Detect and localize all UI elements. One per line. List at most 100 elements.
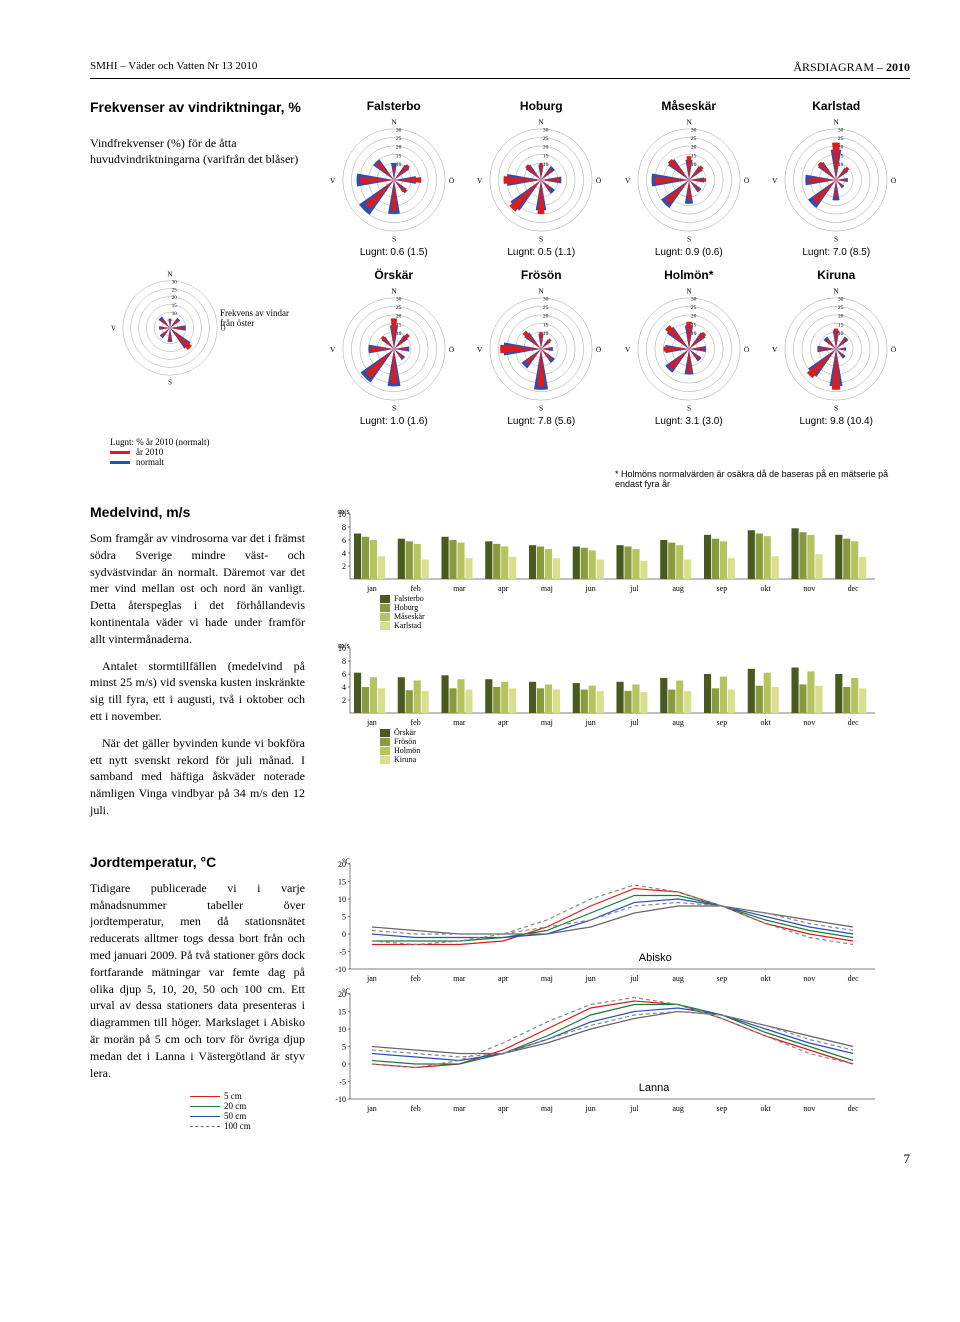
svg-text:5: 5 <box>342 912 346 921</box>
freq-desc: Vindfrekvenser (%) för de åtta huvudvind… <box>90 135 320 167</box>
svg-text:25: 25 <box>838 136 844 142</box>
svg-text:4: 4 <box>342 683 346 692</box>
svg-text:mar: mar <box>453 1104 466 1113</box>
jord-title: Jordtemperatur, °C <box>90 854 305 870</box>
svg-text:jun: jun <box>585 974 596 983</box>
svg-text:S: S <box>687 234 691 243</box>
svg-text:S: S <box>392 403 396 412</box>
svg-text:°C: °C <box>342 857 351 866</box>
rose-holmon: Holmön* 1015202530NSÖV Lugnt: 3.1 (3.0) <box>615 268 763 427</box>
svg-text:apr: apr <box>498 974 509 983</box>
rose-karlstad: Karlstad 1015202530NSÖV Lugnt: 7.0 (8.5) <box>763 99 911 258</box>
medelvind-p3: När det gäller byvinden kunde vi bokföra… <box>90 735 305 819</box>
svg-text:25: 25 <box>543 136 549 142</box>
svg-text:6: 6 <box>342 536 346 545</box>
svg-text:Ö: Ö <box>596 176 602 185</box>
legend-2010-color <box>110 451 130 454</box>
svg-text:V: V <box>625 176 631 185</box>
svg-text:15: 15 <box>338 1007 346 1016</box>
svg-text:Ö: Ö <box>891 345 897 354</box>
svg-text:Ö: Ö <box>744 345 750 354</box>
svg-text:jul: jul <box>629 1104 639 1113</box>
svg-text:Ö: Ö <box>744 176 750 185</box>
svg-text:sep: sep <box>717 718 728 727</box>
svg-text:N: N <box>168 272 173 279</box>
svg-text:30: 30 <box>543 297 549 303</box>
svg-text:aug: aug <box>672 1104 684 1113</box>
svg-text:25: 25 <box>396 305 402 311</box>
svg-text:okt: okt <box>761 1104 772 1113</box>
svg-text:sep: sep <box>717 584 728 593</box>
lugnt-note: Lugnt: % år 2010 (normalt) <box>110 437 320 447</box>
svg-text:15: 15 <box>691 153 697 159</box>
svg-text:maj: maj <box>541 1104 553 1113</box>
header-left: SMHI – Väder och Vatten Nr 13 2010 <box>90 60 257 75</box>
svg-text:V: V <box>330 176 336 185</box>
rose-hoburg: Hoburg 1015202530NSÖV Lugnt: 0.5 (1.1) <box>468 99 616 258</box>
svg-text:sep: sep <box>717 974 728 983</box>
svg-text:feb: feb <box>411 974 421 983</box>
rose-orskar: Örskär 1015202530NSÖV Lugnt: 1.0 (1.6) <box>320 268 468 427</box>
svg-text:sep: sep <box>717 1104 728 1113</box>
rose-kiruna: Kiruna 1015202530NSÖV Lugnt: 9.8 (10.4) <box>763 268 911 427</box>
svg-text:S: S <box>392 234 396 243</box>
svg-text:maj: maj <box>541 584 553 593</box>
svg-text:25: 25 <box>691 305 697 311</box>
svg-text:N: N <box>539 286 545 295</box>
rose-maseskar: Måseskär 1015202530NSÖV Lugnt: 0.9 (0.6) <box>615 99 763 258</box>
svg-text:25: 25 <box>172 287 178 293</box>
svg-text:-10: -10 <box>335 965 346 974</box>
svg-text:nov: nov <box>803 718 815 727</box>
svg-text:V: V <box>477 176 483 185</box>
svg-text:Abisko: Abisko <box>639 952 672 964</box>
svg-text:m/s: m/s <box>338 507 350 516</box>
header-right: ÅRSDIAGRAM – 2010 <box>793 60 910 75</box>
svg-text:25: 25 <box>691 136 697 142</box>
svg-text:Ö: Ö <box>891 176 897 185</box>
svg-text:30: 30 <box>691 297 697 303</box>
svg-text:6: 6 <box>342 670 346 679</box>
svg-text:N: N <box>391 286 397 295</box>
svg-text:10: 10 <box>338 895 346 904</box>
svg-text:S: S <box>834 234 838 243</box>
svg-text:jun: jun <box>585 718 596 727</box>
svg-text:Ö: Ö <box>449 345 455 354</box>
svg-text:30: 30 <box>543 128 549 134</box>
svg-text:feb: feb <box>411 584 421 593</box>
svg-text:feb: feb <box>411 718 421 727</box>
svg-text:20: 20 <box>543 145 549 151</box>
holmon-footnote: * Holmöns normalvärden är osäkra då de b… <box>615 469 910 489</box>
svg-text:20: 20 <box>838 314 844 320</box>
svg-text:nov: nov <box>803 1104 815 1113</box>
svg-text:dec: dec <box>848 974 860 983</box>
svg-text:S: S <box>539 403 543 412</box>
svg-text:30: 30 <box>396 297 402 303</box>
svg-text:25: 25 <box>543 305 549 311</box>
svg-text:20: 20 <box>396 145 402 151</box>
wind-rose-grid-row1: Frekvenser av vindriktningar, % Vindfrek… <box>90 99 910 258</box>
svg-text:N: N <box>834 117 840 126</box>
svg-text:jul: jul <box>629 974 639 983</box>
svg-text:25: 25 <box>838 305 844 311</box>
legend-normal-color <box>110 461 130 464</box>
svg-text:N: N <box>686 286 692 295</box>
svg-text:jun: jun <box>585 1104 596 1113</box>
svg-text:25: 25 <box>396 136 402 142</box>
rose-froson: Frösön 1015202530NSÖV Lugnt: 7.8 (5.6) <box>468 268 616 427</box>
page-number: 7 <box>90 1151 910 1167</box>
svg-text:S: S <box>687 403 691 412</box>
svg-text:S: S <box>539 234 543 243</box>
svg-text:8: 8 <box>342 523 346 532</box>
svg-text:10: 10 <box>338 1025 346 1034</box>
svg-text:20: 20 <box>543 314 549 320</box>
medelvind-section: Medelvind, m/s Som framgår av vindrosorn… <box>90 504 910 829</box>
svg-text:Ö: Ö <box>596 345 602 354</box>
svg-text:apr: apr <box>498 1104 509 1113</box>
svg-text:N: N <box>539 117 545 126</box>
svg-text:jan: jan <box>366 1104 377 1113</box>
svg-text:20: 20 <box>172 295 178 301</box>
svg-text:jul: jul <box>629 584 639 593</box>
svg-text:maj: maj <box>541 974 553 983</box>
svg-text:20: 20 <box>691 145 697 151</box>
medelvind-charts: 246810m/sjanfebmaraprmajjunjulaugsepoktn… <box>320 504 880 829</box>
